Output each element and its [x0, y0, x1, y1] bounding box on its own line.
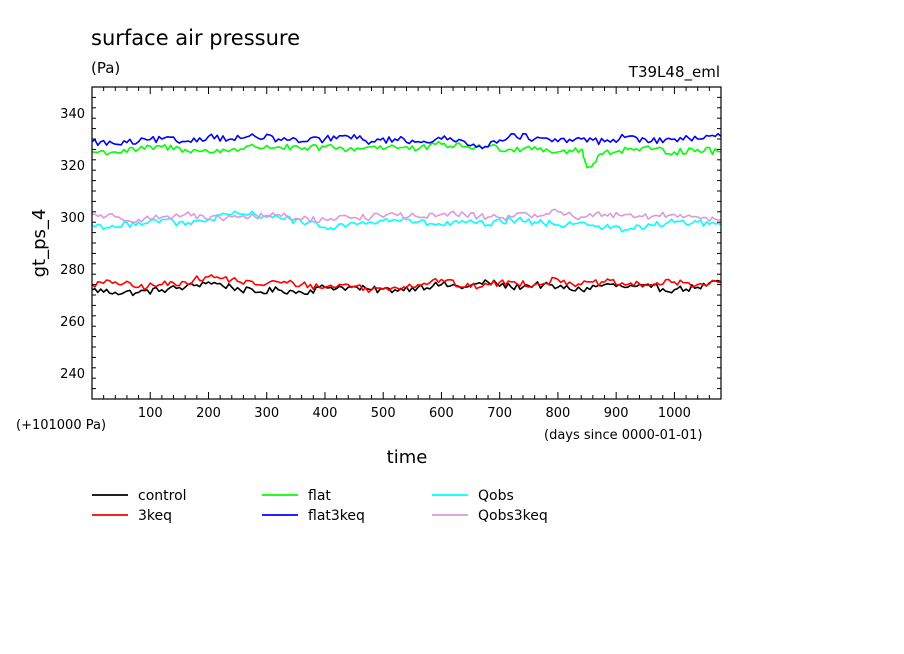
tick-labels: 100 200 300 400 500 600 700 800 900 1000 240 260 280… — [60, 107, 691, 421]
x-tick-label: 1000 — [658, 406, 691, 421]
y-tick-label: 340 — [60, 107, 85, 122]
y-tick-label: 280 — [60, 263, 85, 278]
x-tick-label: 700 — [487, 406, 512, 421]
legend-label-flat3keq: flat3keq — [308, 508, 365, 524]
legend-label-control: control — [138, 488, 187, 504]
series-line-Qobs — [91, 210, 722, 233]
legend-label-flat: flat — [308, 488, 331, 504]
y-tick-label: 240 — [60, 367, 85, 382]
x-units-label: (days since 0000-01-01) — [544, 428, 702, 443]
y-offset-label: (+101000 Pa) — [16, 418, 106, 433]
x-tick-label: 300 — [254, 406, 279, 421]
x-tick-label: 900 — [604, 406, 629, 421]
plot-frame — [91, 86, 722, 400]
series-line-flat3keq — [91, 132, 722, 150]
series-layer — [91, 132, 722, 297]
legend: control 3keq flat flat3keq Qobs Qobs3keq — [92, 488, 548, 524]
series-line-3keq — [91, 274, 722, 294]
x-tick-label: 800 — [546, 406, 571, 421]
series-line-Qobs3keq — [91, 208, 722, 224]
chart-title: surface air pressure — [91, 26, 300, 50]
x-tick-label: 200 — [196, 406, 221, 421]
run-label: T39L48_eml — [628, 63, 720, 82]
x-tick-label: 400 — [313, 406, 338, 421]
series-line-flat — [91, 140, 722, 169]
legend-label-Qobs3keq: Qobs3keq — [478, 508, 548, 524]
legend-label-Qobs: Qobs — [478, 488, 514, 504]
x-tick-label: 600 — [429, 406, 454, 421]
ticks-layer — [92, 87, 721, 399]
chart-units: (Pa) — [91, 59, 120, 77]
x-tick-label: 500 — [371, 406, 396, 421]
y-axis-label: gt_ps_4 — [29, 209, 50, 278]
x-axis-label: time — [387, 447, 428, 468]
y-tick-label: 300 — [60, 211, 85, 226]
legend-label-3keq: 3keq — [138, 508, 172, 524]
x-tick-label: 100 — [138, 406, 163, 421]
y-tick-label: 260 — [60, 315, 85, 330]
y-tick-label: 320 — [60, 159, 85, 174]
